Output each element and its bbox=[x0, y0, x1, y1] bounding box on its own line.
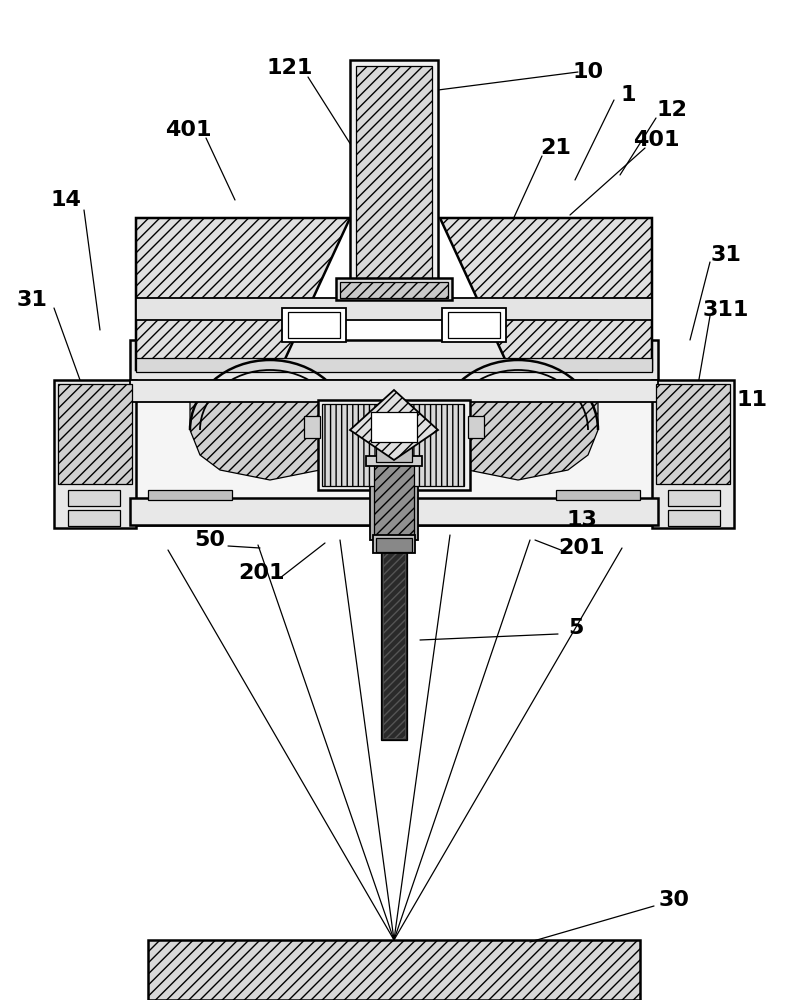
Text: 10: 10 bbox=[572, 62, 604, 82]
Text: 1: 1 bbox=[620, 85, 636, 105]
Bar bbox=[356, 66, 432, 284]
Text: 11: 11 bbox=[737, 390, 768, 410]
Bar bbox=[366, 456, 422, 466]
Bar bbox=[468, 416, 484, 438]
Text: 5: 5 bbox=[568, 618, 584, 638]
Bar bbox=[136, 298, 652, 320]
Bar bbox=[130, 498, 658, 525]
Bar bbox=[130, 380, 658, 525]
Bar bbox=[336, 278, 452, 300]
Polygon shape bbox=[440, 218, 652, 370]
Text: 401: 401 bbox=[165, 120, 211, 140]
Bar bbox=[350, 60, 438, 288]
Bar bbox=[68, 490, 120, 506]
Bar bbox=[374, 464, 414, 538]
Bar bbox=[148, 490, 232, 500]
Bar bbox=[371, 412, 417, 442]
Bar bbox=[322, 404, 388, 486]
Bar bbox=[130, 380, 658, 402]
Bar bbox=[381, 540, 407, 740]
Bar bbox=[148, 940, 640, 1000]
Text: 201: 201 bbox=[559, 538, 605, 558]
Bar bbox=[136, 358, 652, 372]
Bar bbox=[304, 416, 320, 438]
Text: 31: 31 bbox=[17, 290, 47, 310]
Text: 121: 121 bbox=[267, 58, 313, 78]
Bar bbox=[376, 538, 412, 552]
Bar bbox=[376, 448, 412, 462]
Bar bbox=[370, 460, 418, 540]
Polygon shape bbox=[136, 218, 350, 370]
Bar bbox=[288, 312, 340, 338]
Bar bbox=[556, 490, 640, 500]
Polygon shape bbox=[438, 380, 598, 480]
Bar bbox=[68, 510, 120, 526]
Polygon shape bbox=[350, 390, 438, 460]
Text: 401: 401 bbox=[633, 130, 679, 150]
Bar bbox=[373, 535, 415, 553]
Text: 31: 31 bbox=[711, 245, 742, 265]
Bar bbox=[318, 400, 470, 490]
Bar bbox=[400, 404, 464, 486]
Text: 21: 21 bbox=[541, 138, 571, 158]
Bar bbox=[656, 384, 730, 484]
Text: 50: 50 bbox=[195, 530, 225, 550]
Bar bbox=[383, 542, 405, 738]
Bar bbox=[652, 380, 734, 528]
Text: 30: 30 bbox=[659, 890, 690, 910]
Text: 201: 201 bbox=[239, 563, 285, 583]
Text: 311: 311 bbox=[703, 300, 749, 320]
Bar bbox=[130, 340, 658, 384]
Text: 13: 13 bbox=[567, 510, 597, 530]
Bar bbox=[668, 490, 720, 506]
Bar bbox=[442, 308, 506, 342]
Bar bbox=[668, 510, 720, 526]
Bar bbox=[340, 282, 448, 298]
Bar bbox=[282, 308, 346, 342]
Polygon shape bbox=[190, 380, 350, 480]
Text: 12: 12 bbox=[656, 100, 687, 120]
Text: 14: 14 bbox=[50, 190, 81, 210]
Bar bbox=[54, 380, 136, 528]
Bar bbox=[448, 312, 500, 338]
Bar bbox=[58, 384, 132, 484]
